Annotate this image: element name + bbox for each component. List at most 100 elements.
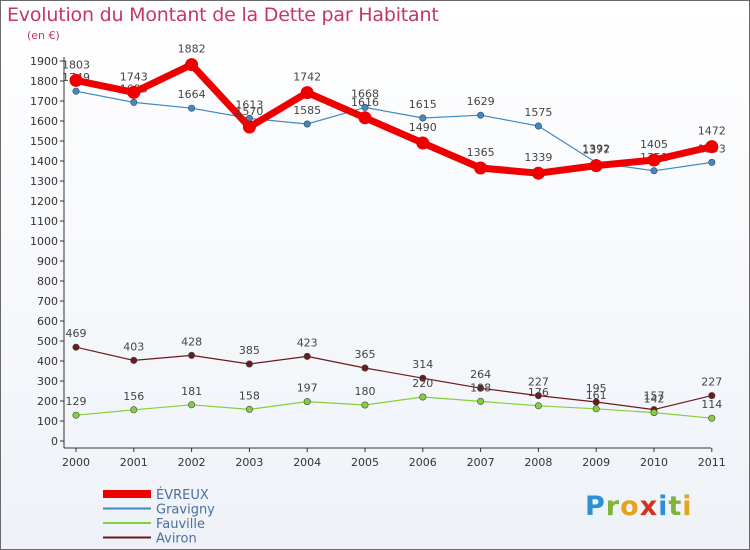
y-tick-label: 1700 [30, 95, 58, 108]
data-label: 403 [123, 340, 144, 353]
data-point [419, 393, 427, 401]
data-label: 1405 [640, 138, 668, 151]
data-point [72, 87, 80, 95]
x-tick-label: 2003 [235, 456, 263, 469]
data-label: 156 [123, 390, 144, 403]
series-fauville: 129 156 181 158 197 180 220 198 176 161 142 114 [66, 377, 722, 422]
logo-letter: r [605, 491, 621, 522]
y-tick-label: 1600 [30, 115, 58, 128]
data-point [130, 406, 138, 414]
data-point [130, 98, 138, 106]
data-label: 1339 [524, 151, 552, 164]
data-point [477, 397, 485, 405]
data-point [708, 158, 716, 166]
y-tick-label: 900 [37, 255, 58, 268]
data-point [185, 58, 199, 72]
logo-letter: i [682, 491, 693, 522]
data-point [130, 356, 138, 364]
y-tick-label: 1800 [30, 75, 58, 88]
data-label: 1392 [582, 143, 610, 156]
data-label: 314 [412, 358, 433, 371]
x-tick-label: 2009 [582, 456, 610, 469]
x-tick-label: 2008 [524, 456, 552, 469]
data-label: 1472 [698, 125, 726, 138]
data-point [242, 120, 256, 134]
chart-subtitle: (en €) [27, 29, 60, 42]
x-tick-label: 2011 [698, 456, 726, 469]
data-point [705, 140, 719, 154]
data-label: 469 [66, 327, 87, 340]
data-point [708, 414, 716, 422]
chart-title: Evolution du Montant de la Dette par Hab… [7, 4, 439, 26]
data-point [419, 114, 427, 122]
data-point [361, 103, 369, 111]
data-point [127, 85, 141, 99]
data-label: 1613 [235, 98, 263, 111]
legend-label: ÉVREUX [156, 487, 209, 503]
data-label: 1490 [409, 121, 437, 134]
logo-letter: t [668, 491, 683, 522]
data-label: 1742 [293, 71, 321, 84]
data-point [474, 161, 488, 175]
data-label: 198 [470, 381, 491, 394]
data-label: 1668 [351, 87, 379, 100]
y-tick-label: 700 [37, 295, 58, 308]
data-point [647, 153, 661, 167]
series-gravigny: 1749169316641613158516681615162915751392… [62, 71, 726, 175]
y-tick-label: 1400 [30, 155, 58, 168]
data-point [708, 392, 716, 400]
data-label: 1575 [524, 106, 552, 119]
data-label: 1664 [178, 88, 206, 101]
series-line [75, 346, 712, 411]
y-tick-label: 100 [37, 415, 58, 428]
proxiti-logo: Proxiti [585, 491, 693, 522]
data-label: 129 [66, 395, 87, 408]
data-point [419, 374, 427, 382]
y-tick-label: 200 [37, 395, 58, 408]
data-label: 158 [239, 389, 260, 402]
data-point [358, 111, 372, 125]
data-label: 220 [412, 377, 433, 390]
data-point [416, 136, 430, 150]
x-tick-label: 2000 [62, 456, 90, 469]
data-label: 197 [297, 382, 318, 395]
y-tick-label: 1000 [30, 235, 58, 248]
data-label: 1365 [467, 146, 495, 159]
y-tick-label: 0 [51, 435, 58, 448]
legend-label: Fauville [156, 517, 205, 532]
legend-label: Gravigny [156, 503, 215, 518]
data-point [245, 405, 253, 413]
data-label: 1629 [467, 95, 495, 108]
data-label: 1882 [178, 43, 206, 56]
x-tick-label: 2004 [293, 456, 321, 469]
data-label: 180 [355, 385, 376, 398]
data-point [245, 360, 253, 368]
data-point [534, 392, 542, 400]
data-point [477, 111, 485, 119]
data-point [531, 166, 545, 180]
data-label: 195 [586, 382, 607, 395]
data-point [303, 120, 311, 128]
y-tick-label: 800 [37, 275, 58, 288]
data-point [69, 73, 83, 87]
data-label: 385 [239, 344, 260, 357]
data-point [188, 104, 196, 112]
x-tick-label: 2005 [351, 456, 379, 469]
data-label: 1743 [120, 70, 148, 83]
data-label: 114 [701, 398, 722, 411]
data-point [303, 352, 311, 360]
data-point [303, 398, 311, 406]
series-vreux: 1803 1743 1882 1570 1742 1616 1490 1365 1339 1377… [62, 43, 726, 180]
data-label: 1377 [582, 144, 610, 157]
x-tick-label: 2006 [409, 456, 437, 469]
y-tick-label: 1300 [30, 175, 58, 188]
y-tick-label: 1100 [30, 215, 58, 228]
data-point [72, 411, 80, 419]
data-label: 423 [297, 336, 318, 349]
data-point [361, 364, 369, 372]
data-point [592, 405, 600, 413]
data-point [650, 409, 658, 417]
logo-letter: o [620, 491, 640, 522]
data-label: 365 [355, 348, 376, 361]
